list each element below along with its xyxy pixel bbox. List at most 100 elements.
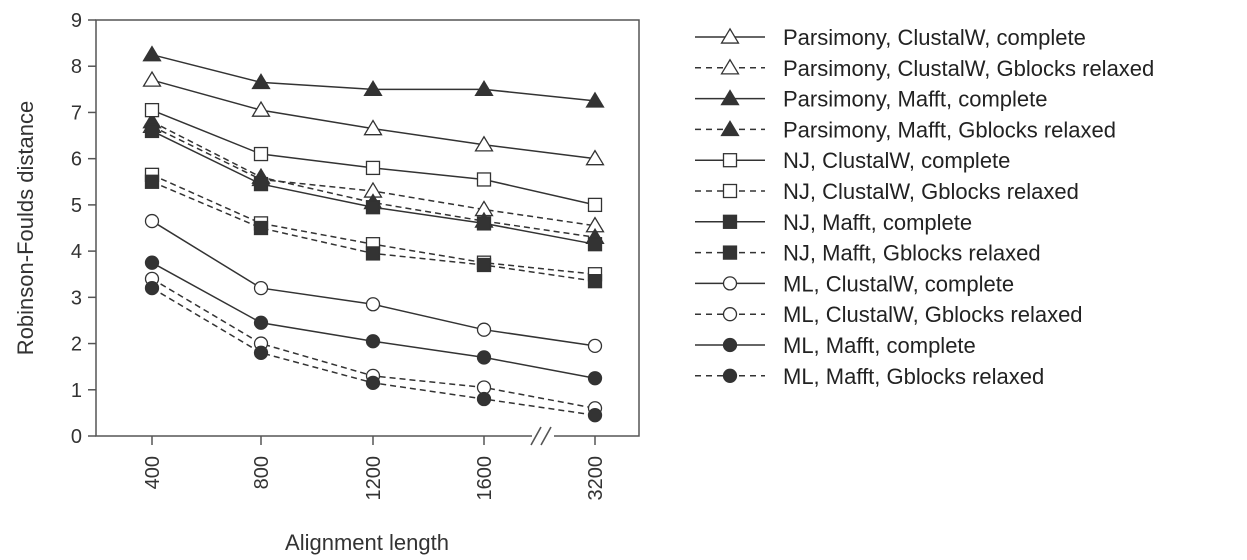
data-point	[144, 213, 160, 229]
legend-item: Parsimony, Mafft, complete	[695, 87, 1048, 112]
data-point	[476, 350, 492, 365]
series	[144, 255, 603, 386]
axis-break-slash	[540, 426, 552, 446]
legend-label: Parsimony, Mafft, Gblocks relaxed	[783, 117, 1116, 142]
x-axis: 400 800 1200 1600 3200	[142, 436, 607, 501]
legend-item: ML, ClustalW, Gblocks relaxed	[695, 302, 1083, 327]
plot-frame	[95, 19, 640, 437]
y-tick-label: 8	[71, 56, 82, 78]
data-point	[251, 73, 271, 90]
y-tick-label: 6	[71, 149, 82, 171]
legend-label: NJ, ClustalW, complete	[783, 148, 1010, 173]
x-tick-label: 400	[142, 456, 164, 489]
series	[142, 70, 605, 166]
data-point	[144, 280, 160, 296]
data-point	[476, 172, 492, 187]
legend-label: NJ, Mafft, complete	[783, 210, 972, 235]
x-axis-title: Alignment length	[285, 530, 449, 555]
legend-marker	[722, 214, 738, 229]
legend-marker	[722, 307, 738, 322]
data-point	[587, 237, 603, 252]
series-layer	[142, 45, 605, 423]
data-point	[144, 174, 160, 189]
legend-label: Parsimony, ClustalW, Gblocks relaxed	[783, 56, 1154, 81]
y-tick-label: 2	[71, 334, 82, 356]
data-point	[363, 119, 383, 136]
x-tick-label: 1200	[363, 456, 385, 501]
legend-label: ML, Mafft, complete	[783, 333, 976, 358]
legend-marker	[722, 245, 738, 260]
data-point	[365, 334, 381, 349]
legend-item: ML, ClustalW, complete	[695, 271, 1014, 296]
data-point	[253, 220, 269, 236]
y-tick-label: 3	[71, 287, 82, 309]
legend-label: NJ, Mafft, Gblocks relaxed	[783, 241, 1041, 266]
data-point	[253, 176, 269, 192]
data-point	[365, 375, 381, 390]
legend-label: ML, ClustalW, complete	[783, 271, 1014, 296]
data-point	[142, 70, 162, 87]
legend-marker	[720, 89, 740, 106]
series-line	[151, 262, 596, 379]
y-tick-label: 7	[71, 102, 82, 124]
y-tick-label: 9	[71, 10, 82, 32]
series	[144, 174, 603, 289]
legend-marker	[722, 337, 738, 353]
legend-item: NJ, Mafft, Gblocks relaxed	[695, 241, 1041, 266]
x-tick-label: 800	[251, 456, 273, 489]
data-point	[363, 80, 383, 97]
data-point	[476, 216, 492, 231]
y-axis: 0 1 2 3 4 5 6 7 8 9	[71, 10, 96, 448]
y-tick-label: 0	[71, 426, 82, 448]
data-point	[587, 274, 603, 289]
data-point	[585, 149, 605, 166]
legend-item: ML, Mafft, complete	[695, 333, 976, 358]
data-point	[142, 45, 162, 62]
data-point	[474, 80, 494, 97]
data-point	[587, 197, 603, 213]
data-point	[144, 255, 160, 270]
legend-label: NJ, ClustalW, Gblocks relaxed	[783, 179, 1079, 204]
data-point	[251, 100, 271, 117]
legend-item: Parsimony, ClustalW, Gblocks relaxed	[695, 56, 1154, 81]
legend-marker	[722, 276, 738, 291]
legend-item: NJ, Mafft, complete	[695, 210, 972, 235]
data-point	[253, 315, 269, 330]
legend-item: NJ, ClustalW, complete	[695, 148, 1010, 173]
legend-item: ML, Mafft, Gblocks relaxed	[695, 364, 1044, 389]
x-tick-label: 1600	[474, 456, 496, 501]
legend-label: Parsimony, ClustalW, complete	[783, 25, 1086, 50]
legend-marker	[722, 183, 738, 199]
data-point	[144, 102, 160, 118]
legend-item: NJ, ClustalW, Gblocks relaxed	[695, 179, 1079, 204]
data-point	[253, 345, 269, 360]
data-point	[365, 160, 381, 176]
data-point	[253, 280, 269, 296]
data-point	[476, 322, 492, 337]
series	[144, 280, 603, 423]
legend-marker	[720, 27, 740, 44]
data-point	[253, 146, 269, 162]
data-point	[365, 200, 381, 215]
data-point	[587, 408, 603, 423]
y-tick-label: 1	[71, 380, 82, 402]
series	[144, 213, 603, 354]
data-point	[144, 123, 160, 139]
legend-marker	[720, 58, 740, 75]
legend-label: ML, Mafft, Gblocks relaxed	[783, 364, 1044, 389]
axis-break-gap	[532, 432, 554, 440]
data-point	[476, 391, 492, 407]
series	[144, 102, 603, 213]
legend-item: Parsimony, ClustalW, complete	[695, 25, 1086, 50]
y-axis-title: Robinson-Foulds distance	[13, 101, 38, 355]
axis-break-slash	[530, 426, 542, 446]
y-tick-label: 5	[71, 195, 82, 217]
legend-label: Parsimony, Mafft, complete	[783, 87, 1048, 112]
data-point	[365, 246, 381, 261]
legend-marker	[722, 368, 738, 383]
legend-item: Parsimony, Mafft, Gblocks relaxed	[695, 117, 1116, 142]
chart-axes: 0 1 2 3 4 5 6 7 8 9 400 800 1200 1600 3200	[71, 10, 640, 501]
data-point	[587, 371, 603, 386]
data-point	[585, 91, 605, 108]
